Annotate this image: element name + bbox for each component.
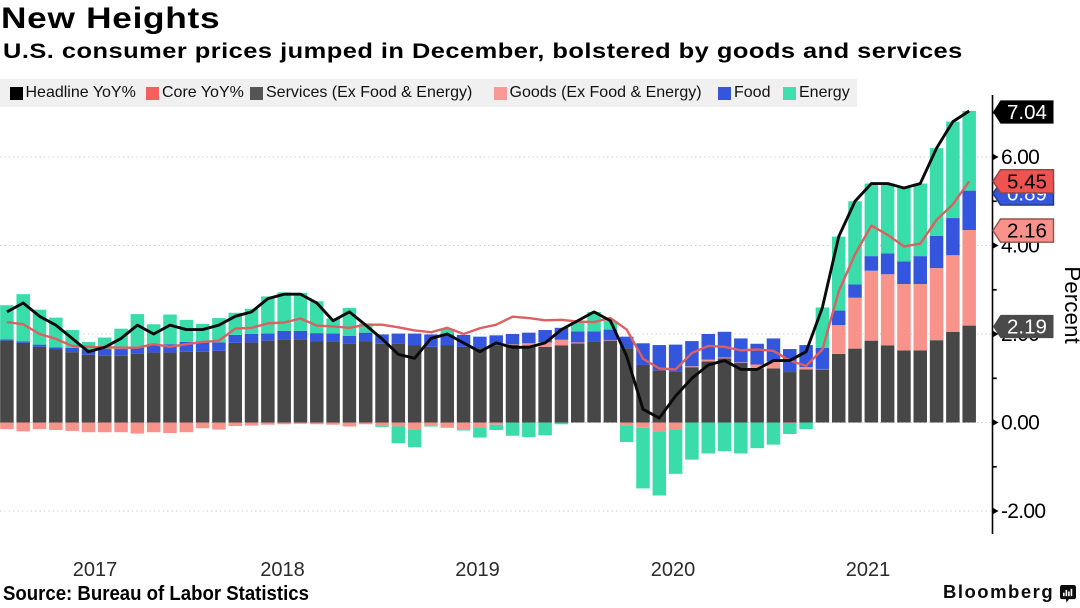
svg-text:2.16: 2.16 — [1007, 220, 1047, 243]
svg-text:7.04: 7.04 — [1007, 101, 1047, 124]
svg-text:Percent: Percent — [1060, 266, 1080, 344]
svg-text:2018: 2018 — [260, 559, 305, 581]
svg-text:2.19: 2.19 — [1007, 316, 1047, 339]
svg-text:2021: 2021 — [846, 559, 891, 581]
svg-text:0.00: 0.00 — [1001, 412, 1039, 435]
svg-text:2020: 2020 — [651, 559, 696, 581]
svg-text:5.45: 5.45 — [1007, 170, 1047, 193]
svg-text:-2.00: -2.00 — [1001, 500, 1045, 523]
svg-text:2019: 2019 — [455, 559, 500, 581]
svg-text:2017: 2017 — [73, 559, 118, 581]
svg-text:6.00: 6.00 — [1001, 146, 1039, 169]
